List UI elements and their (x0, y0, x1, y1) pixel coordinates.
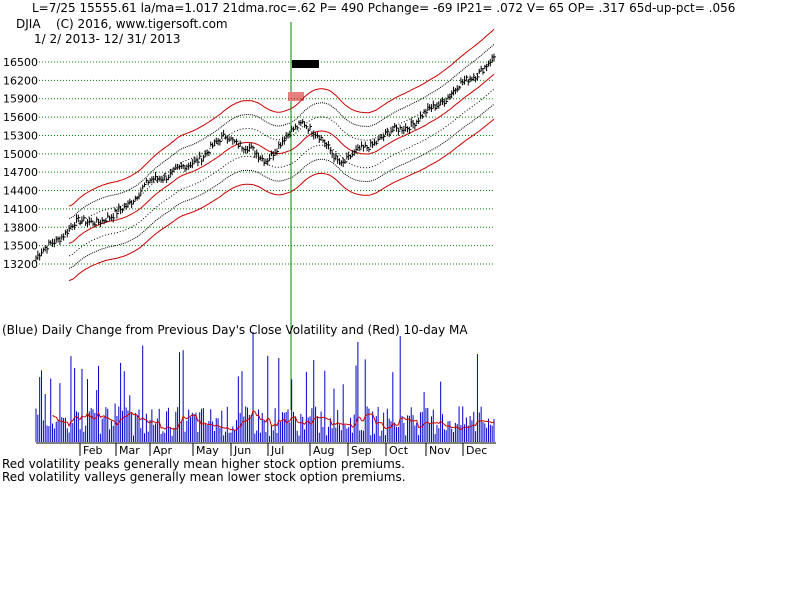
month-label: Feb (83, 444, 102, 457)
month-label: Oct (389, 444, 409, 457)
month-label: Apr (153, 444, 173, 457)
y-tick-label: 13800 (3, 221, 38, 234)
month-label: Dec (466, 444, 487, 457)
y-tick-label: 16500 (3, 56, 38, 69)
signal-marker-black (292, 60, 319, 68)
volatility-panel-title: (Blue) Daily Change from Previous Day's … (2, 323, 468, 337)
y-tick-label: 13200 (3, 258, 38, 271)
upper-band-outer (68, 28, 495, 207)
y-tick-label: 14700 (3, 166, 38, 179)
y-tick-label: 15300 (3, 129, 38, 142)
upper-band-inner (68, 58, 495, 232)
lower-band-inner (68, 88, 495, 257)
lower-band-dotted (68, 103, 495, 269)
y-tick-labels: 13200 13500 13800 14100 14400 14700 15000 15300… (3, 56, 38, 271)
symbol-label: DJIA (16, 17, 41, 31)
y-tick-label: 14100 (3, 203, 38, 216)
volatility-bars (35, 332, 495, 442)
month-label: Nov (429, 444, 451, 457)
y-tick-label: 15600 (3, 111, 38, 124)
note-line-2: Red volatility valleys generally mean lo… (2, 470, 406, 484)
copyright-label: (C) 2016, www.tigersoft.com (56, 17, 228, 31)
y-tick-label: 13500 (3, 240, 38, 253)
month-label: Jul (270, 444, 284, 457)
month-axis: Feb Mar Apr May Jun Jul Aug Sep Oct Nov Dec (36, 442, 496, 457)
month-label: Jun (233, 444, 251, 457)
date-range-label: 1/ 2/ 2013- 12/ 31/ 2013 (34, 32, 181, 46)
price-bands (68, 28, 495, 282)
volatility-ma-line (52, 409, 495, 431)
price-gridlines (36, 61, 494, 265)
signal-markers (288, 22, 319, 410)
month-label: May (196, 444, 219, 457)
volatility-ma (52, 409, 495, 431)
y-tick-label: 15000 (3, 148, 38, 161)
month-label: Sep (351, 444, 372, 457)
month-label: Aug (313, 444, 334, 457)
lower-band-outer (68, 118, 495, 282)
y-tick-label: 16200 (3, 74, 38, 87)
stats-line: L=7/25 15555.61 la/ma=1.017 21dma.roc=.6… (32, 1, 736, 15)
y-tick-label: 14400 (3, 185, 38, 198)
month-label: Mar (119, 444, 140, 457)
note-line-1: Red volatility peaks generally mean high… (2, 457, 405, 471)
price-bars (35, 53, 496, 262)
moving-average (68, 73, 495, 244)
y-tick-label: 15900 (3, 93, 38, 106)
upper-band-dotted (68, 43, 495, 220)
